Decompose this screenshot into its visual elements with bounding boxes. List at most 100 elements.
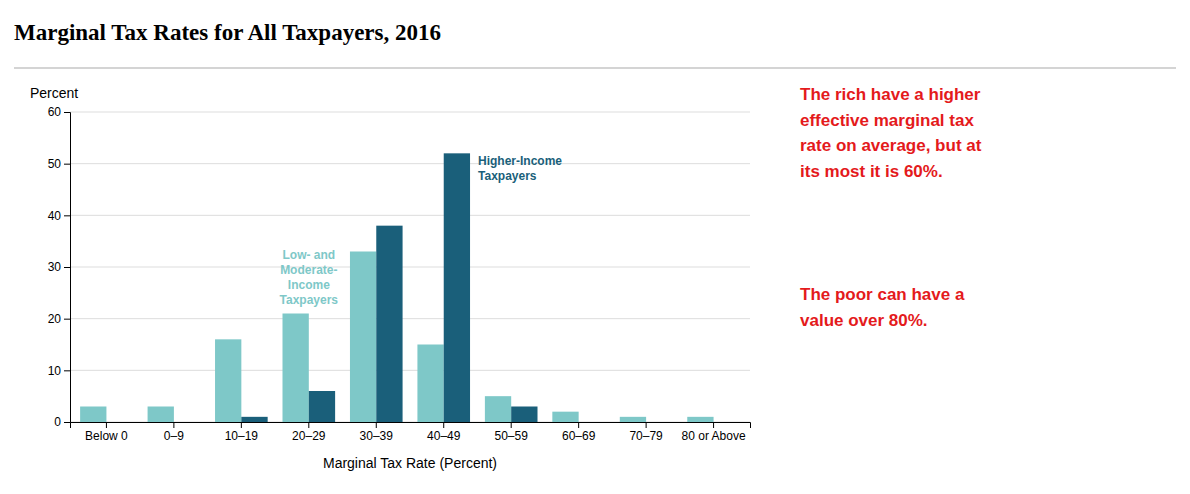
- tick-label: 20: [48, 312, 62, 326]
- bar: [350, 252, 376, 423]
- plot: 0 10 20 30 40 50 60 Below 0 0–9 10–19 20–29 30–39 40…: [30, 85, 751, 471]
- grid-line: [70, 267, 750, 268]
- tick: 80 or Above: [682, 422, 746, 443]
- tick-label: 30–39: [360, 429, 394, 443]
- tick-mark: [64, 215, 70, 216]
- tick-label: 50–59: [495, 429, 529, 443]
- grid-line: [70, 370, 750, 371]
- tick-label: 40: [48, 209, 62, 223]
- tick: 40–49: [427, 422, 461, 443]
- tick: 50: [48, 157, 70, 171]
- tick: 40: [48, 209, 70, 223]
- series-labels: Low- andModerate-IncomeTaxpayersHigher-I…: [280, 154, 563, 306]
- tick-mark: [308, 422, 309, 428]
- series-label: Higher-IncomeTaxpayers: [478, 154, 562, 183]
- tick: 10–19: [225, 422, 259, 443]
- text-line: Low- and: [282, 248, 335, 262]
- tick-label: 30: [48, 260, 62, 274]
- tick-mark: [241, 422, 242, 428]
- tick-mark: [443, 422, 444, 428]
- axis-line: [64, 113, 71, 423]
- grid-line: [70, 215, 750, 216]
- tick: 60–69: [562, 422, 596, 443]
- bar: [511, 407, 537, 423]
- tick-mark: [106, 422, 107, 428]
- bar: [80, 407, 106, 423]
- tick: 0: [54, 415, 70, 429]
- bar: [714, 422, 740, 423]
- tick-label: 0: [54, 415, 61, 429]
- tick-label: 0–9: [164, 429, 184, 443]
- title: Marginal Tax Rates for All Taxpayers, 20…: [14, 20, 441, 45]
- text-line: value over 80%.: [800, 311, 928, 330]
- bar: [376, 226, 402, 422]
- axis-line: [71, 423, 751, 429]
- tick-mark: [376, 422, 377, 428]
- series-label: Low- andModerate-IncomeTaxpayers: [280, 248, 339, 307]
- bar: [106, 422, 132, 423]
- text-line: its most it is 60%.: [800, 162, 943, 181]
- tick-label: 50: [48, 157, 62, 171]
- tick: Below 0: [85, 422, 128, 443]
- tick-mark: [64, 370, 70, 371]
- bar: [579, 422, 605, 423]
- bar: [417, 345, 443, 423]
- chart: Marginal Tax Rates for All Taxpayers, 20…: [0, 0, 1190, 494]
- bar: [552, 412, 578, 422]
- bar: [687, 417, 713, 422]
- tick: 10: [48, 364, 70, 378]
- tick: 20–29: [292, 422, 326, 443]
- tick-mark: [578, 422, 579, 428]
- tick-mark: [64, 422, 70, 423]
- tick-label: 60–69: [562, 429, 596, 443]
- y-axis: 0 10 20 30 40 50 60: [48, 105, 71, 429]
- annotation: The rich have a higher effective marginal…: [800, 85, 982, 181]
- text-line: Moderate-: [280, 263, 337, 277]
- bar: [620, 417, 646, 422]
- bar: [485, 396, 511, 422]
- annotations: The rich have a higher effective marginal…: [800, 85, 982, 330]
- text-line: The poor can have a: [800, 285, 965, 304]
- bar: [241, 417, 267, 422]
- tick-mark: [713, 422, 714, 428]
- tick: 60: [48, 105, 70, 119]
- bar: [148, 407, 174, 423]
- bar-series: [241, 153, 537, 422]
- grid: [70, 112, 750, 422]
- text-line: Higher-Income: [478, 154, 562, 168]
- tick-label: 80 or Above: [682, 429, 746, 443]
- tick-label: Below 0: [85, 429, 128, 443]
- grid-line: [70, 112, 750, 113]
- text-line: The rich have a higher: [800, 85, 981, 104]
- y-axis-label: Percent: [30, 85, 78, 101]
- text-line: rate on average, but at: [800, 136, 982, 155]
- tick: 50–59: [495, 422, 529, 443]
- text-line: effective marginal tax: [800, 111, 974, 130]
- tick-mark: [646, 422, 647, 428]
- tick-mark: [511, 422, 512, 428]
- tick: 0–9: [164, 422, 184, 443]
- bar: [283, 314, 309, 423]
- text-line: Income: [288, 278, 330, 292]
- grid-line: [70, 318, 750, 319]
- tick: 30: [48, 260, 70, 274]
- tick-mark: [64, 164, 70, 165]
- x-axis: Below 0 0–9 10–19 20–29 30–39 40–49 50–59 60–69…: [71, 422, 751, 443]
- tick-label: 70–79: [629, 429, 663, 443]
- text-line: Taxpayers: [478, 169, 537, 183]
- tick-label: 60: [48, 105, 62, 119]
- bar: [444, 153, 470, 422]
- tick-label: 40–49: [427, 429, 461, 443]
- text-line: Taxpayers: [280, 293, 339, 307]
- tick-label: 10–19: [225, 429, 259, 443]
- tick: 30–39: [360, 422, 394, 443]
- bars: [80, 153, 713, 422]
- x-axis-label: Marginal Tax Rate (Percent): [323, 455, 497, 471]
- title-rule: [14, 67, 1176, 68]
- bar: [309, 391, 335, 422]
- bar: [174, 422, 200, 423]
- annotation: The poor can have a value over 80%.: [800, 285, 965, 330]
- bar: [215, 339, 241, 422]
- tick-mark: [173, 422, 174, 428]
- tick-mark: [64, 267, 70, 268]
